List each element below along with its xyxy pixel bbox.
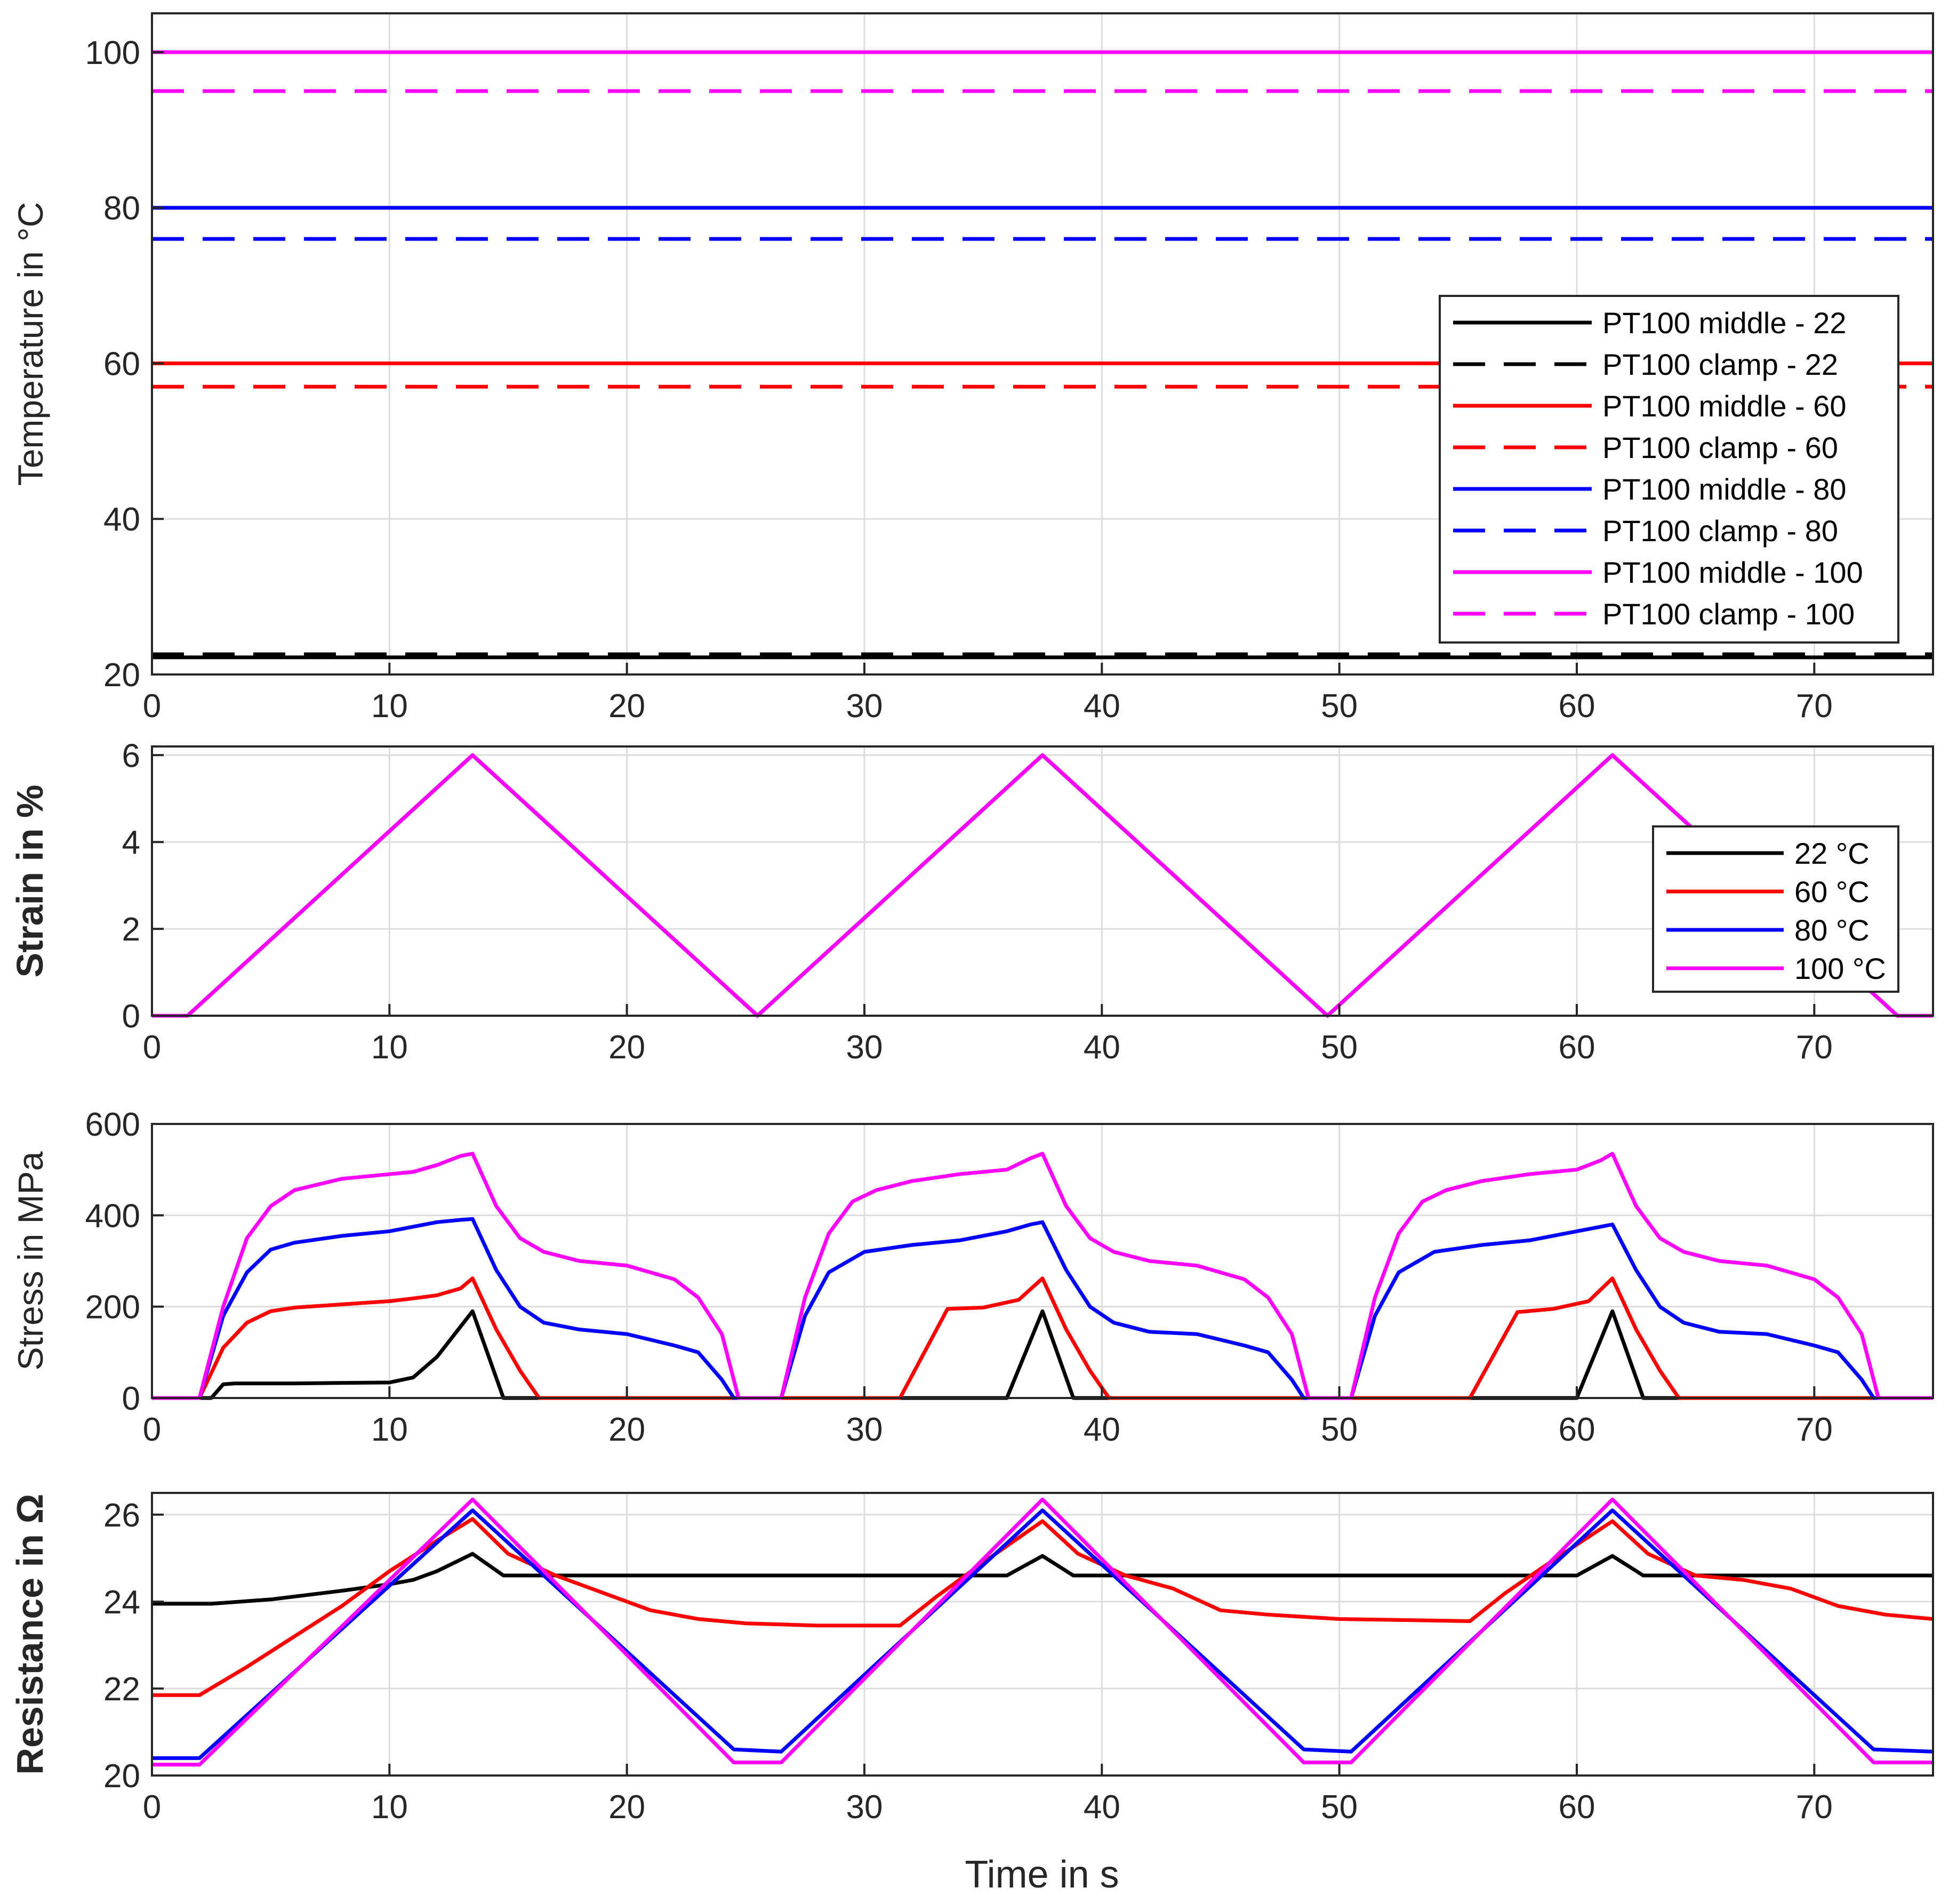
- resistance-x-tick-label: 60: [1559, 1789, 1595, 1826]
- temperature-panel: 0 10 20 30 40 50 60 70 20 40 60 80 100 Temperature in…: [11, 12, 1934, 725]
- stress-x-tick-label: 10: [371, 1411, 408, 1448]
- temperature-x-tick-label: 40: [1084, 688, 1120, 725]
- resistance-series-22-c: [152, 1552, 1933, 1606]
- resistance-x-tick-label: 70: [1796, 1789, 1833, 1826]
- temperature-axes-frame: [151, 12, 1934, 676]
- stress-x-tick-label: 40: [1084, 1411, 1120, 1448]
- stress-y-tick-label: 200: [85, 1289, 140, 1326]
- resistance-y-tick-label: 26: [103, 1497, 140, 1534]
- temperature-y-tick-label: 40: [103, 501, 140, 538]
- strain-x-tick-label: 70: [1796, 1029, 1833, 1066]
- resistance-series-100-c: [152, 1497, 1933, 1767]
- resistance-y-axis-label: Resistance in Ω: [9, 1494, 51, 1775]
- strain-legend-label: 80 °C: [1794, 913, 1870, 947]
- stress-x-tick-label: 70: [1796, 1411, 1833, 1448]
- resistance-panel: 0 10 20 30 40 50 60 70 20 22 24 26 Resistance in Ω: [9, 1492, 1934, 1826]
- strain-x-tick-label: 60: [1559, 1029, 1595, 1066]
- temperature-legend-box: [1439, 295, 1899, 644]
- temperature-legend-label: PT100 clamp - 100: [1602, 597, 1855, 631]
- resistance-x-tick-label: 50: [1321, 1789, 1358, 1826]
- temperature-legend-label: PT100 clamp - 60: [1602, 431, 1838, 464]
- resistance-x-tick-label: 30: [846, 1789, 883, 1826]
- stress-y-axis-label: Stress in MPa: [11, 1151, 50, 1370]
- resistance-x-tick-label: 0: [143, 1789, 161, 1826]
- stress-series-60-c: [152, 1276, 1933, 1400]
- resistance-x-tick-label: 40: [1084, 1789, 1120, 1826]
- strain-legend-label: 22 °C: [1794, 837, 1870, 870]
- temperature-y-tick-label: 100: [85, 35, 140, 71]
- stress-x-tick-label: 20: [608, 1411, 645, 1448]
- resistance-series-80-c: [152, 1508, 1934, 1760]
- temperature-x-tick-label: 30: [846, 688, 883, 725]
- temperature-y-tick-label: 20: [103, 657, 140, 694]
- strain-axes-frame: [151, 745, 1934, 1017]
- temperature-legend-label: PT100 middle - 80: [1602, 472, 1847, 506]
- resistance-y-tick-label: 22: [103, 1671, 140, 1708]
- strain-legend: 22 °C 60 °C 80 °C 100 °C: [1652, 825, 1899, 993]
- temperature-legend-label: PT100 clamp - 80: [1602, 514, 1838, 548]
- stress-axes-frame: [151, 1123, 1934, 1399]
- strain-x-tick-label: 50: [1321, 1029, 1358, 1066]
- resistance-x-tick-label: 20: [608, 1789, 645, 1826]
- resistance-series-60-c: [152, 1517, 1934, 1697]
- stress-series-80-c: [152, 1217, 1933, 1400]
- strain-y-tick-label: 2: [122, 911, 140, 948]
- strain-x-tick-label: 30: [846, 1029, 883, 1066]
- stress-x-tick-label: 60: [1559, 1411, 1595, 1448]
- temperature-legend-label: PT100 middle - 100: [1602, 556, 1863, 589]
- resistance-axes-frame: [151, 1492, 1934, 1777]
- temperature-y-axis-label: Temperature in °C: [11, 202, 50, 486]
- temperature-legend-label: PT100 clamp - 22: [1602, 348, 1838, 381]
- strain-panel: 0 10 20 30 40 50 60 70 0 2 4 6 Strain in % 22 °C 60 °C…: [9, 737, 1934, 1066]
- strain-x-tick-label: 10: [371, 1029, 408, 1066]
- strain-x-tick-label: 0: [143, 1029, 161, 1066]
- stress-x-tick-label: 50: [1321, 1411, 1358, 1448]
- stress-panel: 0 10 20 30 40 50 60 70 0 200 400 600 Stress in MPa: [11, 1106, 1934, 1448]
- strain-y-axis-label: Strain in %: [9, 785, 51, 978]
- temperature-legend: PT100 middle - 22 PT100 clamp - 22 PT100 m…: [1439, 295, 1899, 644]
- temperature-legend-label: PT100 middle - 22: [1602, 306, 1847, 340]
- strain-legend-label: 60 °C: [1794, 875, 1870, 909]
- resistance-x-tick-label: 10: [371, 1789, 408, 1826]
- x-axis-label: Time in s: [965, 1853, 1119, 1896]
- temperature-y-tick-label: 80: [103, 190, 140, 227]
- stress-series-22-c: [152, 1309, 1933, 1400]
- stress-plot-area: [152, 1124, 1933, 1398]
- temperature-x-tick-label: 0: [143, 688, 161, 725]
- stress-x-tick-label: 0: [143, 1411, 161, 1448]
- resistance-y-tick-label: 24: [103, 1584, 140, 1621]
- stress-series-100-c: [152, 1152, 1933, 1400]
- strain-y-tick-label: 4: [122, 824, 140, 861]
- strain-legend-label: 100 °C: [1794, 952, 1886, 985]
- strain-y-tick-label: 0: [122, 998, 140, 1035]
- temperature-x-tick-label: 70: [1796, 688, 1833, 725]
- strain-plot-area: [152, 746, 1933, 1016]
- resistance-plot-area: [152, 1493, 1933, 1776]
- stress-y-tick-label: 400: [85, 1198, 140, 1234]
- strain-y-tick-label: 6: [122, 737, 140, 774]
- stress-y-tick-label: 600: [85, 1106, 140, 1143]
- temperature-x-tick-label: 10: [371, 688, 408, 725]
- stress-x-tick-label: 30: [846, 1411, 883, 1448]
- temperature-x-tick-label: 50: [1321, 688, 1358, 725]
- temperature-x-tick-label: 20: [608, 688, 645, 725]
- temperature-legend-label: PT100 middle - 60: [1602, 389, 1847, 423]
- resistance-y-tick-label: 20: [103, 1758, 140, 1795]
- temperature-x-tick-label: 60: [1559, 688, 1595, 725]
- stress-y-tick-label: 0: [122, 1380, 140, 1417]
- strain-x-tick-label: 40: [1084, 1029, 1120, 1066]
- strain-x-tick-label: 20: [608, 1029, 645, 1066]
- temperature-y-tick-label: 60: [103, 346, 140, 382]
